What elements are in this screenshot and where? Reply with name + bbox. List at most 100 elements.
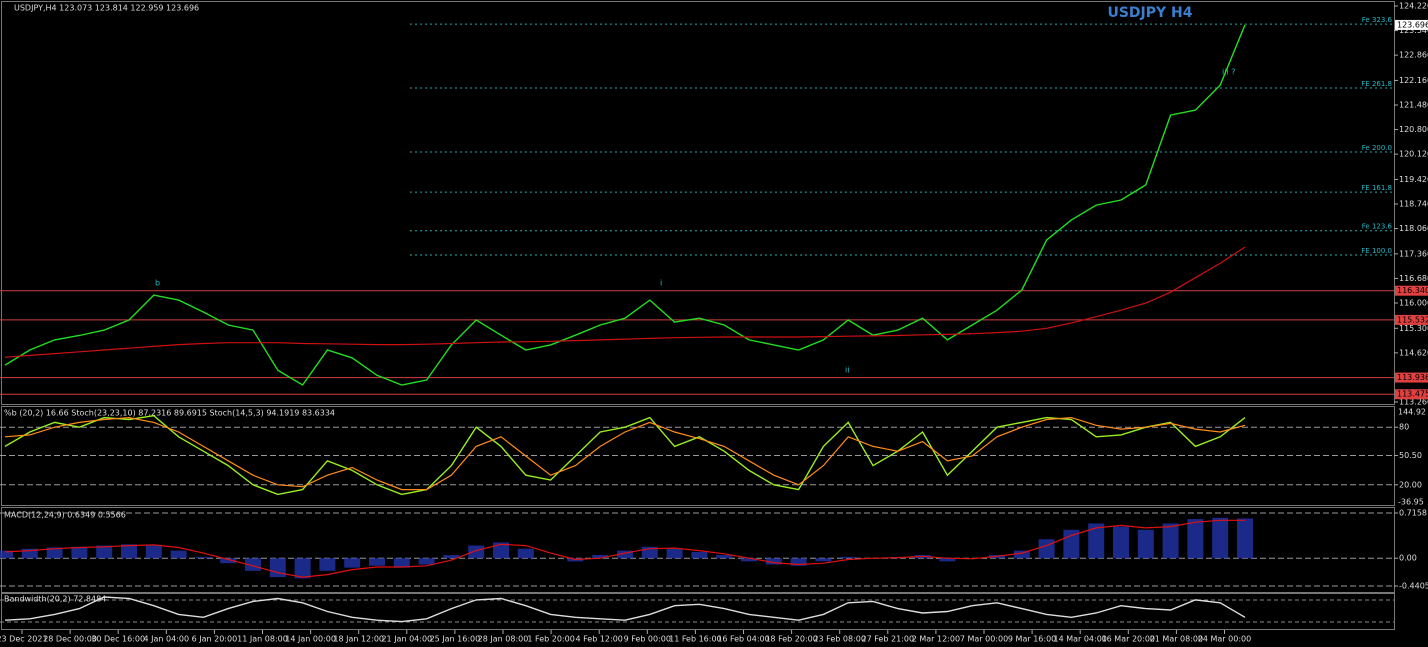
- macd-bar: [691, 551, 708, 559]
- x-tick-label: 21 Jan 04:00: [381, 635, 432, 644]
- y-tick-label: 0.00: [1399, 554, 1417, 563]
- x-tick-label: 28 Jan 08:00: [478, 635, 529, 644]
- x-tick-label: 30 Dec 16:00: [91, 635, 145, 644]
- price-tag-label: 113.936: [1397, 373, 1428, 382]
- x-tick-label: 16 Mar 20:00: [1102, 635, 1155, 644]
- series-line: [4, 519, 1245, 578]
- x-tick-label: 27 Feb 21:00: [862, 635, 914, 644]
- macd-bar: [245, 558, 261, 571]
- x-tick-label: 9 Mar 16:00: [1008, 635, 1056, 644]
- y-tick-label: 20.00: [1399, 480, 1422, 489]
- series-line: [4, 596, 1246, 623]
- y-tick-label: 116.680: [1399, 274, 1428, 283]
- macd-bar: [1038, 539, 1055, 559]
- y-tick-label: 80: [1399, 423, 1409, 432]
- macd-bar: [517, 548, 534, 559]
- x-tick-label: 11 Feb 16:00: [669, 635, 721, 644]
- macd-bar: [220, 558, 237, 564]
- price-tag: [1395, 314, 1428, 325]
- stoch-title: %b (20,2) 16.66 Stoch(23,23,10) 87.2316 …: [4, 409, 335, 418]
- macd-bar: [1187, 519, 1204, 559]
- macd-bar: [1088, 523, 1105, 559]
- y-tick-label: -0.4405: [1399, 582, 1428, 591]
- x-tick-label: 6 Jan 20:00: [192, 635, 238, 644]
- macd-bar: [393, 558, 410, 568]
- price-tag: [1395, 285, 1428, 296]
- macd-bar: [1212, 517, 1229, 559]
- macd-bar: [1137, 529, 1154, 559]
- x-tick-label: 2 Mar 12:00: [912, 635, 960, 644]
- y-tick-label: 116.000: [1399, 299, 1428, 308]
- price-tag-label: 115.532: [1397, 315, 1428, 324]
- x-tick-label: 11 Jan 08:00: [237, 635, 288, 644]
- x-tick-label: 16 Feb 04:00: [717, 635, 769, 644]
- fib-label: Fe 200.0: [1362, 144, 1392, 152]
- macd-bar: [1162, 523, 1179, 559]
- macd-bar: [741, 558, 757, 562]
- y-tick-label: 122.860: [1399, 51, 1428, 60]
- macd-bar: [468, 545, 485, 559]
- macd-bar: [617, 550, 633, 559]
- price-tag: [1395, 389, 1428, 400]
- series-line: [4, 24, 1246, 386]
- macd-panel: [1, 507, 1395, 593]
- fib-label: Fe 123.6: [1362, 223, 1393, 231]
- macd-bar: [344, 558, 361, 568]
- y-tick-label: 50.50: [1399, 451, 1422, 460]
- y-tick-label: 115.300: [1399, 324, 1428, 333]
- macd-bar: [21, 548, 38, 559]
- x-tick-label: 23 Dec 2021: [0, 635, 48, 644]
- macd-bar: [765, 558, 782, 565]
- macd-bar: [1013, 550, 1030, 559]
- y-tick-label: 0.7158: [1399, 509, 1427, 518]
- stoch-top: 144.92: [1398, 408, 1426, 417]
- x-tick-label: 4 Jan 04:00: [144, 635, 190, 644]
- x-tick-label: 18 Feb 20:00: [765, 635, 817, 644]
- price-tag-label: 113.475: [1397, 390, 1428, 399]
- x-tick-label: 9 Feb 00:00: [624, 635, 671, 644]
- y-tick-label: 124.220: [1399, 2, 1428, 11]
- x-tick-label: 18 Jan 12:00: [333, 635, 384, 644]
- x-tick-label: 28 Dec 00:00: [43, 635, 97, 644]
- macd-bar: [145, 545, 162, 559]
- x-tick-label: 14 Mar 04:00: [1053, 635, 1106, 644]
- wave-label: i: [660, 279, 662, 288]
- macd-bar: [418, 558, 435, 565]
- series-line: [4, 416, 1246, 491]
- stoch-bottom: -36.95: [1398, 498, 1424, 507]
- macd-bar: [319, 558, 336, 571]
- fib-label: FE 100.0: [1361, 247, 1392, 255]
- y-tick-label: 119.420: [1399, 175, 1428, 184]
- macd-bar: [666, 548, 683, 559]
- y-tick-label: 114.620: [1399, 348, 1428, 357]
- macd-bar: [443, 555, 460, 559]
- macd-bar: [170, 550, 187, 559]
- bandwidth-panel: [1, 593, 1395, 630]
- macd-bar: [0, 550, 13, 559]
- macd-bar: [71, 546, 88, 559]
- macd-bar: [294, 558, 311, 579]
- x-tick-label: 23 Feb 08:00: [813, 635, 865, 644]
- x-tick-label: 21 Mar 08:00: [1150, 635, 1203, 644]
- macd-bar: [195, 556, 212, 559]
- x-tick-label: 4 Feb 12:00: [575, 635, 622, 644]
- y-tick-label: 120.800: [1399, 125, 1428, 134]
- macd-bar: [369, 558, 385, 566]
- price-tag-label: 116.340: [1397, 286, 1428, 295]
- y-tick-label: 121.480: [1399, 101, 1428, 110]
- macd-bar: [790, 558, 807, 566]
- wave-label: ii: [845, 366, 849, 375]
- macd-bar: [269, 558, 286, 578]
- macd-bar: [939, 558, 956, 562]
- y-tick-label: 113.260: [1399, 398, 1428, 407]
- y-tick-label: 118.060: [1399, 224, 1428, 233]
- x-tick-label: 24 Mar 00:00: [1198, 635, 1251, 644]
- x-tick-label: 14 Jan 00:00: [285, 635, 336, 644]
- macd-bar: [1237, 518, 1253, 559]
- wave-label: b: [155, 279, 160, 288]
- y-tick-label: 122.160: [1399, 76, 1428, 85]
- macd-bar: [815, 558, 832, 562]
- macd-bar: [1113, 526, 1129, 559]
- chart-title: USDJPY H4: [1107, 5, 1192, 21]
